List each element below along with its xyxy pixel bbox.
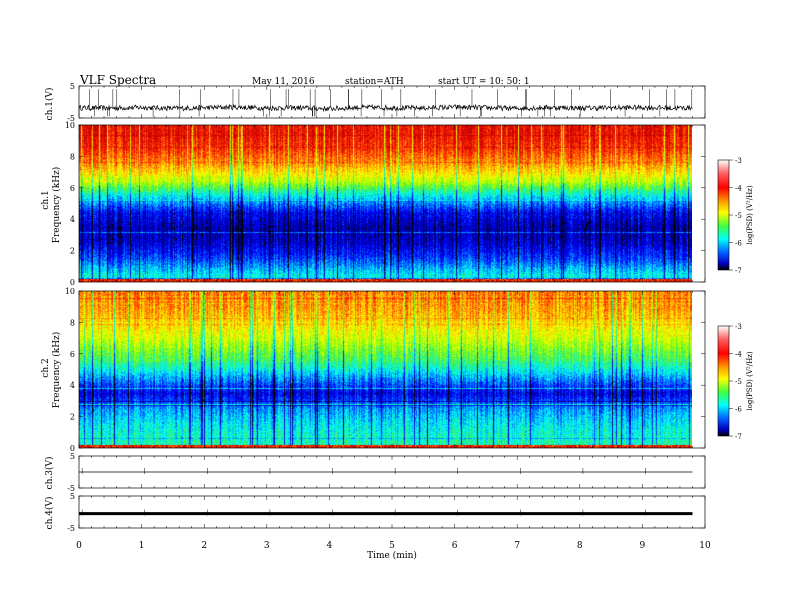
- y-tick-label: 5: [70, 452, 75, 461]
- y-tick-label: 10: [65, 287, 75, 296]
- colorbar-tick-label: -6: [735, 406, 742, 414]
- figure-title: VLF Spectra: [79, 73, 156, 87]
- ch4-wave-ylabel: ch.4(V): [44, 497, 55, 530]
- y-tick-label: -5: [67, 114, 75, 123]
- spectrogram-image: [79, 291, 692, 448]
- colorbar-tick-label: -5: [735, 378, 742, 386]
- ch1-waveform-line: [78, 103, 693, 113]
- y-tick-label: 5: [70, 82, 75, 91]
- x-tick-label: 10: [699, 541, 711, 551]
- y-tick-label: 6: [70, 350, 75, 359]
- colorbar-tick-label: -4: [735, 185, 742, 193]
- x-tick-label: 2: [201, 541, 207, 551]
- colorbar-tick-label: -5: [735, 212, 742, 220]
- y-tick-label: 2: [70, 413, 75, 422]
- colorbar-tick-label: -6: [735, 240, 742, 248]
- ch1-spectrogram-panel: 0 2 4 6 8 10: [65, 121, 706, 287]
- ch1-colorbar: -3 -4 -5 -6 -7 log(PSD) (V²/Hz): [717, 157, 754, 275]
- x-tick-label: 0: [76, 541, 82, 551]
- x-tick-label: 7: [514, 541, 520, 551]
- spectrogram-image: [79, 125, 692, 282]
- y-tick-label: 5: [70, 492, 75, 501]
- y-tick-label: 4: [70, 215, 75, 224]
- y-tick-label: 10: [65, 121, 75, 130]
- y-tick-label: 0: [70, 444, 75, 453]
- time-axis: 0 1 2 3 4 5 6 7 8 9 10: [76, 541, 711, 551]
- y-tick-label: -5: [67, 524, 75, 533]
- station-label: station=ATH: [345, 77, 404, 87]
- ch2-spectrogram-panel: 0 2 4 6 8 10: [65, 287, 706, 453]
- ch1-spec-ylabel2: ch.1: [41, 190, 51, 209]
- x-tick-label: 6: [452, 541, 458, 551]
- ch1-waveform-panel: 5 -5: [67, 82, 706, 123]
- x-tick-label: 5: [389, 541, 395, 551]
- date-label: May 11, 2016: [252, 77, 315, 87]
- colorbar-tick-label: -4: [735, 351, 742, 359]
- colorbar-tick-label: -3: [735, 323, 742, 331]
- ch3-waveform-panel: 5 -5: [67, 452, 706, 493]
- ch1-wave-ylabel: ch.1(V): [44, 88, 55, 121]
- y-tick-label: -5: [67, 484, 75, 493]
- colorbar-tick-label: -7: [735, 267, 742, 275]
- ch2-colorbar-label: log(PSD) (V²/Hz): [746, 351, 754, 410]
- y-tick-label: 8: [70, 318, 75, 327]
- time-axis-label: Time (min): [367, 550, 417, 561]
- x-tick-label: 1: [139, 541, 145, 551]
- ch2-colorbar: -3 -4 -5 -6 -7 log(PSD) (V²/Hz): [717, 323, 754, 441]
- y-tick-label: 4: [70, 381, 75, 390]
- ch1-colorbar-label: log(PSD) (V²/Hz): [746, 185, 754, 244]
- waveform-frame: [78, 495, 706, 529]
- ch2-spec-ylabel: Frequency (kHz): [51, 332, 62, 409]
- x-tick-label: 4: [327, 541, 333, 551]
- ch1-wave-frame: [78, 85, 706, 119]
- ch1-spec-ylabel: Frequency (kHz): [51, 167, 62, 244]
- y-tick-label: 6: [70, 184, 75, 193]
- colorbar-tick-label: -7: [735, 433, 742, 441]
- y-tick-label: 2: [70, 247, 75, 256]
- ch4-waveform-panel: 5 -5: [67, 492, 706, 533]
- x-tick-label: 9: [640, 541, 646, 551]
- colorbar-tick-label: -3: [735, 157, 742, 165]
- y-tick-label: 8: [70, 152, 75, 161]
- ch2-spec-ylabel2: ch.2: [41, 358, 51, 377]
- x-tick-label: 3: [264, 541, 270, 551]
- start-time-label: start UT = 10: 50: 1: [438, 77, 530, 87]
- y-tick-label: 0: [70, 278, 75, 287]
- x-tick-label: 8: [577, 541, 583, 551]
- ch3-wave-ylabel: ch.3(V): [44, 457, 55, 490]
